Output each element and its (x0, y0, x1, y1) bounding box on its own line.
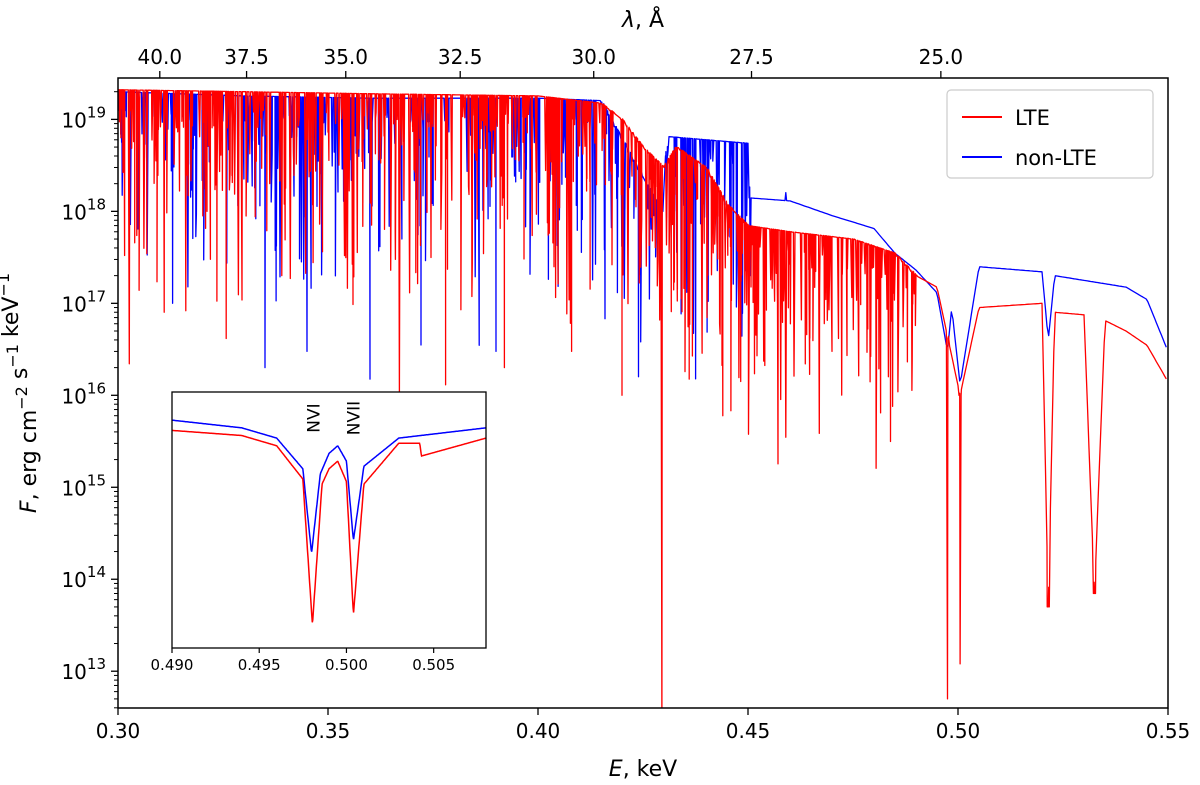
x-axis-ticks: 0.30 0.35 0.40 0.45 0.50 0.55 (96, 708, 1191, 743)
top-tick-label: 30.0 (571, 45, 616, 69)
y-tick-label: 1016 (61, 379, 106, 408)
x-axis-label: E, keV (609, 757, 677, 782)
x-tick-label: 0.30 (96, 719, 141, 743)
top-tick-label: 37.5 (224, 45, 269, 69)
top-axis-ticks: 40.0 37.5 35.0 32.5 30.0 27.5 25.0 (138, 45, 964, 78)
top-tick-label: 35.0 (323, 45, 368, 69)
top-tick-label: 40.0 (138, 45, 183, 69)
y-tick-label: 1014 (61, 563, 106, 592)
inset-series-layer (172, 419, 486, 623)
series-line-lte (118, 89, 1167, 708)
x-tick-label: 0.35 (306, 719, 351, 743)
y-tick-label: 1019 (61, 103, 106, 132)
inset-annotation-nvii: NVII (344, 401, 364, 435)
y-tick-label: 1018 (61, 195, 106, 224)
y-tick-label: 1017 (61, 287, 106, 316)
inset-x-tick-label: 0.505 (412, 656, 455, 674)
series-layer (118, 89, 1167, 708)
legend: LTE non-LTE (946, 89, 1154, 179)
inset-x-tick-label: 0.495 (238, 656, 281, 674)
inset-x-tick-label: 0.490 (151, 656, 194, 674)
inset-background (172, 392, 486, 648)
inset-chart: 0.490 0.495 0.500 0.505 NVI NVII (151, 391, 487, 674)
top-tick-label: 25.0 (919, 45, 964, 69)
inset-x-axis-ticks: 0.490 0.495 0.500 0.505 (151, 648, 455, 674)
y-tick-label: 1013 (61, 655, 106, 684)
y-tick-label: 1015 (61, 471, 106, 500)
x-tick-label: 0.45 (726, 719, 771, 743)
inset-frame (171, 391, 487, 649)
inset-annotation-nvi: NVI (304, 403, 324, 432)
top-tick-label: 27.5 (729, 45, 774, 69)
inset-annotations: NVI NVII (304, 401, 364, 435)
top-tick-label: 32.5 (438, 45, 483, 69)
plot-frame (117, 77, 1169, 709)
x-tick-label: 0.50 (936, 719, 981, 743)
y-axis-label: F, erg cm−2 s−1 keV−1 (0, 273, 42, 513)
inset-line-lte (172, 429, 486, 623)
y-axis-ticks: 1013 1014 1015 1016 1017 1018 1019 (61, 91, 118, 709)
legend-label-lte: LTE (1015, 106, 1050, 130)
top-axis-label: λ, Å (621, 6, 664, 33)
inset-x-tick-label: 0.500 (325, 656, 368, 674)
inset-line-non-lte (172, 419, 486, 552)
x-tick-label: 0.40 (516, 719, 561, 743)
x-tick-label: 0.55 (1146, 719, 1191, 743)
legend-label-non-lte: non-LTE (1015, 146, 1097, 170)
